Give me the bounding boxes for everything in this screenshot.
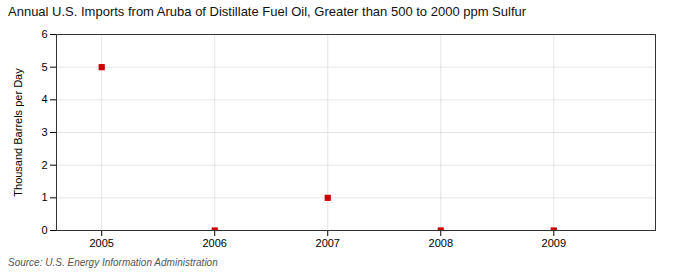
svg-text:Thousand Barrels per Day: Thousand Barrels per Day: [12, 68, 24, 197]
svg-text:0: 0: [41, 224, 47, 236]
svg-text:1: 1: [41, 191, 47, 203]
svg-text:2005: 2005: [89, 237, 113, 249]
svg-text:2007: 2007: [316, 237, 340, 249]
html-text:Source: U.S. Energy Informatio: Source: U.S. Energy Information Administ…: [8, 257, 218, 268]
svg-text:4: 4: [41, 93, 47, 105]
svg-text:2006: 2006: [202, 237, 226, 249]
svg-text:3: 3: [41, 126, 47, 138]
html-text:Annual U.S. Imports from Aruba: Annual U.S. Imports from Aruba of Distil…: [8, 4, 527, 19]
svg-text:5: 5: [41, 61, 47, 73]
svg-text:2009: 2009: [542, 237, 566, 249]
svg-text:6: 6: [41, 28, 47, 40]
svg-text:2008: 2008: [429, 237, 453, 249]
svg-text:2: 2: [41, 159, 47, 171]
